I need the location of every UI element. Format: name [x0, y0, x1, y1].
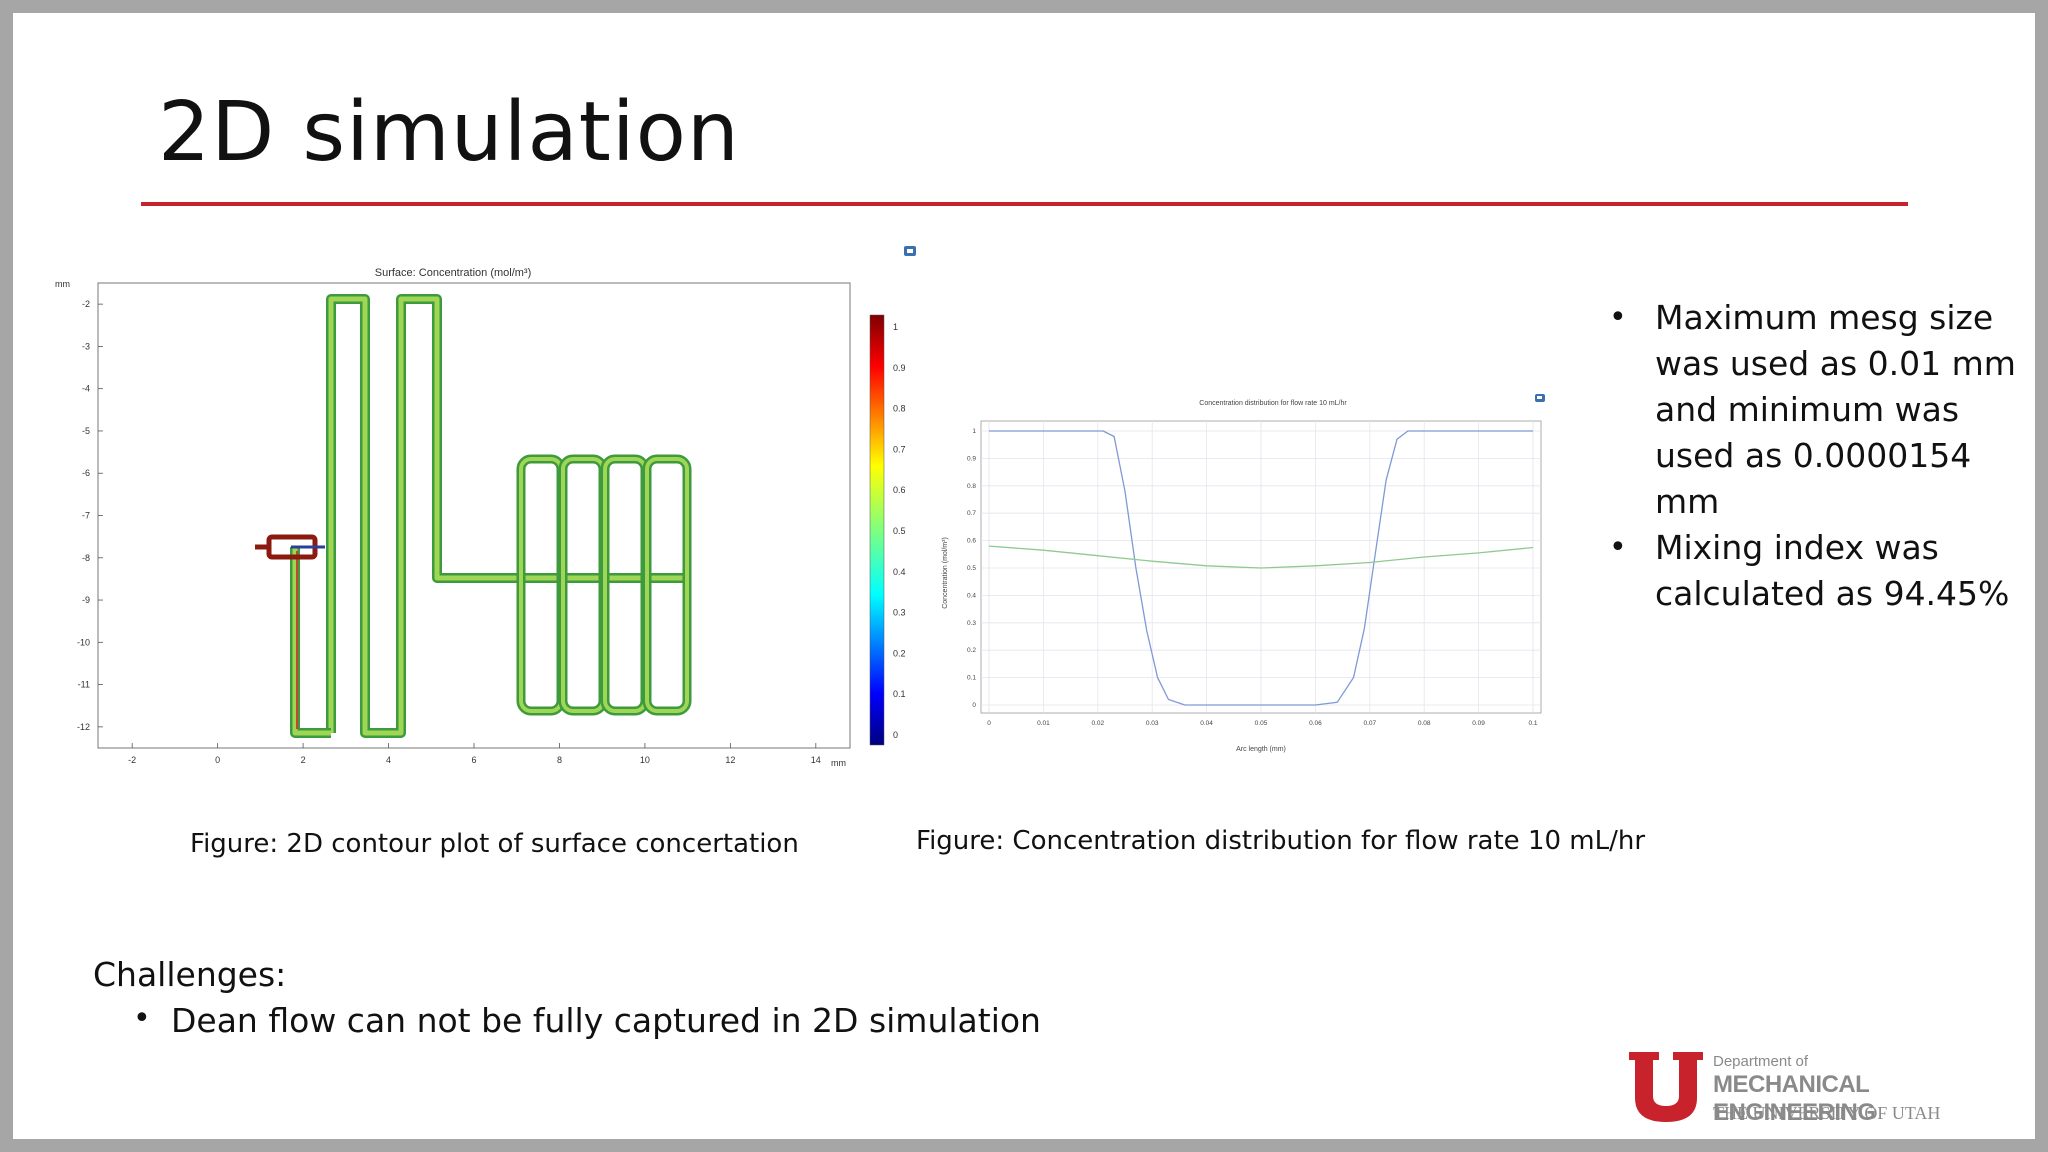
logo-university-name: THE UNIVERSITY OF UTAH	[1713, 1103, 1941, 1123]
contour-x-tick-label: 12	[725, 755, 735, 765]
contour-x-ticks: -2 0 2 4 6 8 10 12 14	[128, 743, 821, 765]
plot-window-icon	[904, 246, 916, 256]
contour-y-tick-label: -7	[82, 511, 90, 521]
line-chart-y-tick-label: 0	[972, 702, 976, 709]
line-chart-y-tick-label: 0.5	[967, 565, 976, 572]
contour-y-tick-label: -2	[82, 299, 90, 309]
contour-x-tick-label: -2	[128, 755, 136, 765]
contour-x-tick-label: 6	[471, 755, 476, 765]
colorbar-tick-label: 0.6	[893, 485, 906, 495]
line-chart-y-tick-label: 0.9	[967, 455, 976, 462]
contour-y-tick-label: -11	[78, 680, 90, 690]
line-chart: Concentration distribution for flow rate…	[942, 394, 1545, 753]
line-chart-x-tick-label: 0.01	[1037, 720, 1050, 727]
colorbar-tick-label: 0.4	[893, 567, 906, 577]
colorbar-ticks: 1 0.9 0.8 0.7 0.6 0.5 0.4 0.3 0.2 0.1 0	[893, 322, 906, 740]
contour-y-tick-label: -3	[82, 341, 90, 351]
serpentine-channel-fill	[328, 296, 691, 736]
challenges-heading: Challenges:	[93, 955, 287, 994]
line-chart-y-tick-label: 0.1	[967, 675, 976, 682]
line-chart-x-tick-label: 0.1	[1528, 720, 1537, 727]
line-chart-series-2	[988, 545, 1534, 569]
colorbar-tick-label: 0.1	[893, 689, 906, 699]
line-chart-x-tick-label: 0.08	[1418, 720, 1431, 727]
line-chart-series	[988, 430, 1534, 706]
logo-department-name: MECHANICAL ENGINEERING	[1713, 1071, 1876, 1126]
line-chart-x-tick-label: 0.05	[1255, 720, 1268, 727]
contour-x-tick-label: 0	[215, 755, 220, 765]
line-chart-y-tick-label: 0.7	[967, 510, 976, 517]
contour-y-unit: mm	[55, 279, 70, 289]
line-chart-x-tick-label: 0.02	[1091, 720, 1104, 727]
logo-department-of: Department of	[1713, 1053, 1809, 1070]
line-chart-y-tick-label: 0.6	[967, 538, 976, 545]
colorbar-tick-label: 0	[893, 730, 898, 740]
mixer-block-4	[642, 454, 692, 716]
channel-geometry	[255, 294, 692, 738]
contour-y-tick-label: -5	[82, 426, 90, 436]
line-chart-y-ticks: 0 0.1 0.2 0.3 0.4 0.5 0.6 0.7 0.8 0.9 1	[967, 428, 976, 709]
line-chart-title: Concentration distribution for flow rate…	[1199, 400, 1347, 407]
colorbar-tick-label: 1	[893, 322, 898, 332]
contour-caption: Figure: 2D contour plot of surface conce…	[190, 829, 799, 859]
contour-y-tick-label: -10	[77, 637, 90, 647]
colorbar-tick-label: 0.8	[893, 404, 906, 414]
contour-y-tick-label: -6	[82, 468, 90, 478]
line-chart-x-tick-label: 0.09	[1472, 720, 1485, 727]
results-bullets: Maximum mesg size was used as 0.01 mm an…	[1603, 295, 2023, 617]
line-chart-x-tick-label: 0.07	[1363, 720, 1376, 727]
contour-y-tick-label: -4	[82, 384, 90, 394]
line-chart-x-ticks: 0 0.01 0.02 0.03 0.04 0.05 0.06 0.07 0.08 0.09 0.1	[987, 720, 1538, 727]
colorbar-tick-label: 0.7	[893, 444, 906, 454]
line-chart-x-tick-label: 0.03	[1146, 720, 1159, 727]
contour-y-tick-label: -9	[82, 595, 90, 605]
bullet-mixing-index: Mixing index was calculated as 94.45%	[1603, 525, 2023, 617]
contour-plot-frame	[97, 282, 851, 749]
line-chart-ylabel: Concentration (mol/m³)	[942, 537, 949, 609]
colorbar-tick-label: 0.9	[893, 363, 906, 373]
colorbar	[869, 314, 885, 746]
line-chart-x-tick-label: 0.06	[1309, 720, 1322, 727]
line-chart-series-1	[989, 430, 1533, 706]
slide: 2D simulation Surface: Concentration (mo…	[13, 13, 2035, 1139]
university-u-logo-icon	[1629, 1052, 1703, 1122]
line-chart-y-tick-label: 0.2	[967, 647, 976, 654]
contour-plot-title: Surface: Concentration (mol/m³)	[375, 267, 532, 279]
contour-y-tick-label: -12	[77, 722, 90, 732]
line-chart-y-tick-label: 0.8	[967, 483, 976, 490]
line-chart-y-tick-label: 1	[972, 428, 976, 435]
inlet-channel-fill	[292, 547, 331, 736]
line-chart-x-tick-label: 0	[987, 720, 991, 727]
contour-x-tick-label: 14	[811, 755, 821, 765]
line-chart-y-tick-label: 0.3	[967, 620, 976, 627]
title-divider	[141, 202, 1908, 206]
line-chart-x-tick-label: 0.04	[1200, 720, 1213, 727]
contour-y-ticks: -2 -3 -4 -5 -6 -7 -8 -9 -10 -11 -12	[77, 299, 103, 732]
contour-y-tick-label: -8	[82, 553, 90, 563]
colorbar-tick-label: 0.3	[893, 608, 906, 618]
contour-x-tick-label: 2	[301, 755, 306, 765]
contour-x-tick-label: 4	[386, 755, 391, 765]
colorbar-tick-label: 0.5	[893, 526, 906, 536]
contour-x-unit: mm	[831, 758, 846, 768]
bullet-mesh-size: Maximum mesg size was used as 0.01 mm an…	[1603, 295, 2023, 525]
line-chart-window-icon	[1535, 394, 1545, 402]
contour-x-tick-label: 10	[640, 755, 650, 765]
slide-title: 2D simulation	[158, 85, 740, 180]
line-chart-caption: Figure: Concentration distribution for f…	[916, 826, 1646, 856]
colorbar-tick-label: 0.2	[893, 648, 906, 658]
line-chart-y-tick-label: 0.4	[967, 592, 976, 599]
line-chart-xlabel: Arc length (mm)	[1236, 746, 1286, 753]
contour-plot: Surface: Concentration (mol/m³) mm mm -2…	[55, 267, 906, 768]
challenge-item: Dean flow can not be fully captured in 2…	[133, 1001, 1041, 1040]
contour-x-tick-label: 8	[557, 755, 562, 765]
